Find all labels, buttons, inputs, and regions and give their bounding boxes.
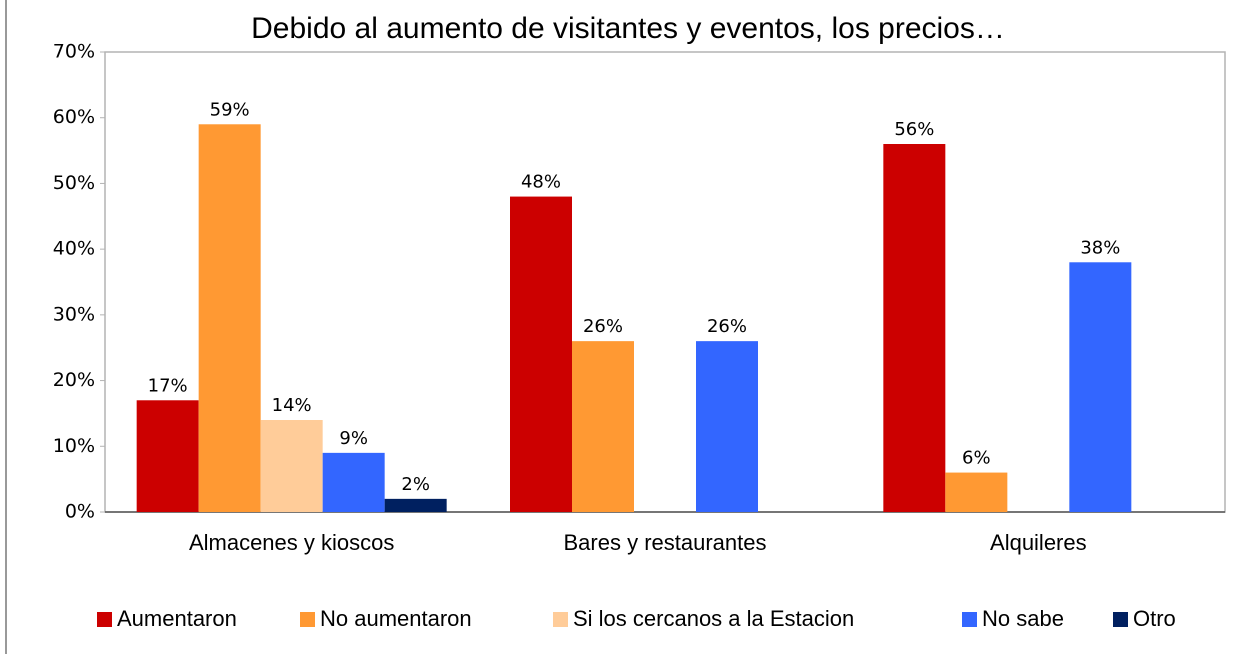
legend-swatch xyxy=(962,612,977,627)
data-label: 6% xyxy=(962,448,991,469)
x-tick-label: Alquileres xyxy=(990,530,1087,555)
y-tick-label: 10% xyxy=(53,435,95,457)
legend-label: Otro xyxy=(1133,606,1176,631)
bar xyxy=(572,341,634,512)
x-tick-label: Bares y restaurantes xyxy=(564,530,767,555)
data-label: 17% xyxy=(148,375,188,396)
bar xyxy=(1069,262,1132,512)
legend-label: Si los cercanos a la Estacion xyxy=(573,606,854,631)
legend-swatch xyxy=(300,612,315,627)
data-label: 26% xyxy=(707,316,747,337)
data-label: 26% xyxy=(583,316,623,337)
data-label: 14% xyxy=(272,395,312,416)
legend-swatch xyxy=(553,612,568,627)
legend-swatch xyxy=(1113,612,1128,627)
y-tick-label: 60% xyxy=(53,106,95,128)
bar xyxy=(384,498,447,512)
y-tick-label: 50% xyxy=(53,172,95,194)
data-label: 48% xyxy=(521,172,561,193)
legend-swatch xyxy=(97,612,112,627)
bar xyxy=(883,144,946,512)
y-tick-label: 30% xyxy=(53,303,95,325)
bar xyxy=(510,196,572,513)
data-label: 59% xyxy=(210,99,250,120)
data-label: 38% xyxy=(1080,237,1120,258)
y-tick-label: 70% xyxy=(53,41,95,63)
data-label: 2% xyxy=(401,474,430,495)
bar xyxy=(322,452,385,512)
legend-label: No sabe xyxy=(982,606,1064,631)
chart-title: Debido al aumento de visitantes y evento… xyxy=(251,12,1005,45)
y-tick-label: 0% xyxy=(65,501,95,523)
bar xyxy=(198,124,261,513)
data-label: 9% xyxy=(339,428,368,449)
y-tick-label: 40% xyxy=(53,238,95,260)
x-tick-label: Almacenes y kioscos xyxy=(189,530,394,555)
bar xyxy=(260,420,323,512)
data-label: 56% xyxy=(894,119,934,140)
bar xyxy=(945,472,1008,512)
legend-label: No aumentaron xyxy=(320,606,472,631)
bar xyxy=(696,341,758,512)
legend-label: Aumentaron xyxy=(117,606,237,631)
bar xyxy=(136,400,199,512)
y-tick-label: 20% xyxy=(53,369,95,391)
